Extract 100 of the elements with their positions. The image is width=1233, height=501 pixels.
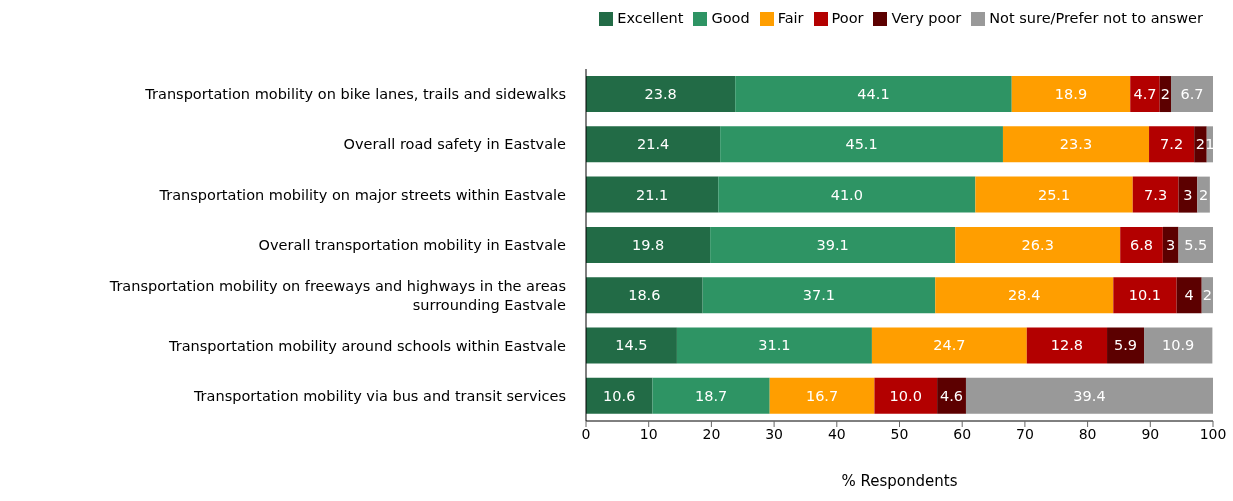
x-tick-label: 60 <box>953 425 972 442</box>
bar <box>1132 176 1179 213</box>
bar <box>1194 126 1207 163</box>
bar <box>955 226 1121 263</box>
bar <box>1026 327 1108 364</box>
data-label: 18.9 <box>1054 86 1088 103</box>
x-tick-label: 90 <box>1141 425 1160 442</box>
bar <box>871 327 1027 364</box>
data-label: 7.2 <box>1160 136 1184 153</box>
bar <box>586 327 677 364</box>
data-label: 18.7 <box>694 387 728 404</box>
data-label: 10.9 <box>1162 337 1195 354</box>
data-label: 25.1 <box>1037 186 1071 203</box>
bar <box>586 277 703 314</box>
x-tick-label: 70 <box>1015 425 1034 442</box>
y-tick-label: Transportation mobility on major streets within Eastvale <box>158 186 567 203</box>
data-label: 16.7 <box>805 387 839 404</box>
data-label: 14.5 <box>615 337 648 354</box>
bar <box>652 377 770 414</box>
legend-label: Poor <box>831 10 864 26</box>
data-label: 5.9 <box>1114 337 1138 354</box>
bar <box>735 76 1012 113</box>
x-tick-label: 0 <box>581 425 591 442</box>
bar <box>935 277 1114 314</box>
x-tick-label: 100 <box>1199 425 1227 442</box>
bar <box>975 176 1133 213</box>
bar <box>1197 176 1210 213</box>
bar <box>586 76 736 113</box>
data-label: 23.8 <box>644 86 677 103</box>
data-label: 21.4 <box>636 136 670 153</box>
legend-label: Excellent <box>617 10 684 26</box>
data-label: 44.1 <box>857 86 890 103</box>
data-label: 7.3 <box>1144 186 1168 203</box>
data-label: 23.3 <box>1059 136 1093 153</box>
bar <box>702 277 936 314</box>
data-label: 4.6 <box>940 387 964 404</box>
x-tick-label: 20 <box>702 425 721 442</box>
data-label: 45.1 <box>845 136 878 153</box>
bar <box>874 377 938 414</box>
data-label: 4 <box>1184 287 1194 304</box>
y-tick-label: Transportation mobility on bike lanes, trails and sidewalks <box>144 86 566 103</box>
legend-label: Very poor <box>891 10 962 26</box>
bar <box>1113 277 1177 314</box>
bar <box>1120 226 1163 263</box>
data-label: 31.1 <box>758 337 791 354</box>
bar <box>769 377 875 414</box>
bar <box>1144 327 1213 364</box>
bar <box>676 327 872 364</box>
data-label: 10.0 <box>889 387 922 404</box>
legend-label: Fair <box>777 10 804 26</box>
bar <box>1149 126 1195 163</box>
data-label: 18.6 <box>628 287 661 304</box>
data-label: 39.1 <box>816 236 849 253</box>
data-label: 10.1 <box>1128 287 1162 304</box>
bar <box>718 176 976 213</box>
data-label: 2 <box>1195 136 1206 153</box>
bar <box>1130 76 1160 113</box>
bar <box>1170 76 1213 113</box>
legend-label: Good <box>711 10 750 26</box>
bar <box>1176 277 1202 314</box>
bar <box>586 226 711 263</box>
data-label: 6.8 <box>1129 236 1154 253</box>
data-label: 2 <box>1202 287 1212 304</box>
data-label: 10.6 <box>603 387 636 404</box>
x-tick-label: 50 <box>890 425 909 442</box>
y-tick-label: Transportation mobility around schools within Eastvale <box>167 337 567 354</box>
bar <box>720 126 1003 163</box>
data-label: 4.7 <box>1133 86 1157 103</box>
bar <box>1107 327 1145 364</box>
x-tick-label: 10 <box>639 425 658 442</box>
bar <box>1162 226 1179 263</box>
data-label: 3 <box>1166 236 1176 253</box>
data-label: 28.4 <box>1008 287 1041 304</box>
data-label: 1 <box>1205 136 1215 153</box>
data-label: 41.0 <box>830 186 863 203</box>
data-label: 6.7 <box>1180 86 1204 103</box>
legend-label: Not sure/Prefer not to answer <box>989 10 1203 26</box>
data-label: 12.8 <box>1050 337 1084 354</box>
x-tick-label: 30 <box>765 425 784 442</box>
bar <box>586 176 719 213</box>
data-label: 39.4 <box>1073 387 1106 404</box>
y-tick-label: Transportation mobility via bus and transit services <box>192 387 566 404</box>
data-label: 2 <box>1198 186 1209 203</box>
data-label: 19.8 <box>631 236 665 253</box>
bar <box>1011 76 1131 113</box>
data-label: 21.1 <box>636 186 669 203</box>
x-tick-label: 40 <box>827 425 846 442</box>
y-tick-label: Overall road safety in Eastvale <box>343 136 567 153</box>
bar <box>586 126 721 163</box>
data-label: 24.7 <box>933 337 966 354</box>
data-label: 26.3 <box>1021 236 1054 253</box>
x-axis-title: % Respondents <box>841 472 958 490</box>
x-tick-label: 80 <box>1078 425 1097 442</box>
bar <box>1178 226 1213 263</box>
data-label: 37.1 <box>802 287 836 304</box>
data-label: 3 <box>1183 186 1193 203</box>
bar <box>710 226 956 263</box>
bar <box>586 377 653 414</box>
y-tick-label: Transportation mobility on freeways and highways in the areas surrounding Eastvale <box>108 277 567 313</box>
bar <box>1002 126 1150 163</box>
